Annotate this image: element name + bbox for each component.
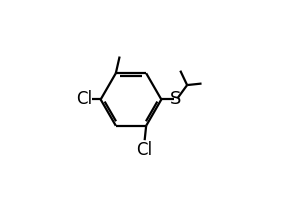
Text: Cl: Cl [76, 90, 92, 109]
Text: S: S [170, 90, 182, 109]
Text: Cl: Cl [136, 141, 153, 159]
